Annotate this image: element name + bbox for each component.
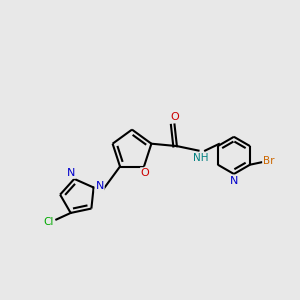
Text: O: O	[141, 168, 150, 178]
Text: NH: NH	[193, 153, 209, 163]
Text: O: O	[170, 112, 179, 122]
Text: Cl: Cl	[44, 217, 54, 227]
Text: N: N	[95, 181, 104, 191]
Text: N: N	[67, 168, 76, 178]
Text: N: N	[230, 176, 238, 186]
Text: Br: Br	[263, 156, 275, 166]
